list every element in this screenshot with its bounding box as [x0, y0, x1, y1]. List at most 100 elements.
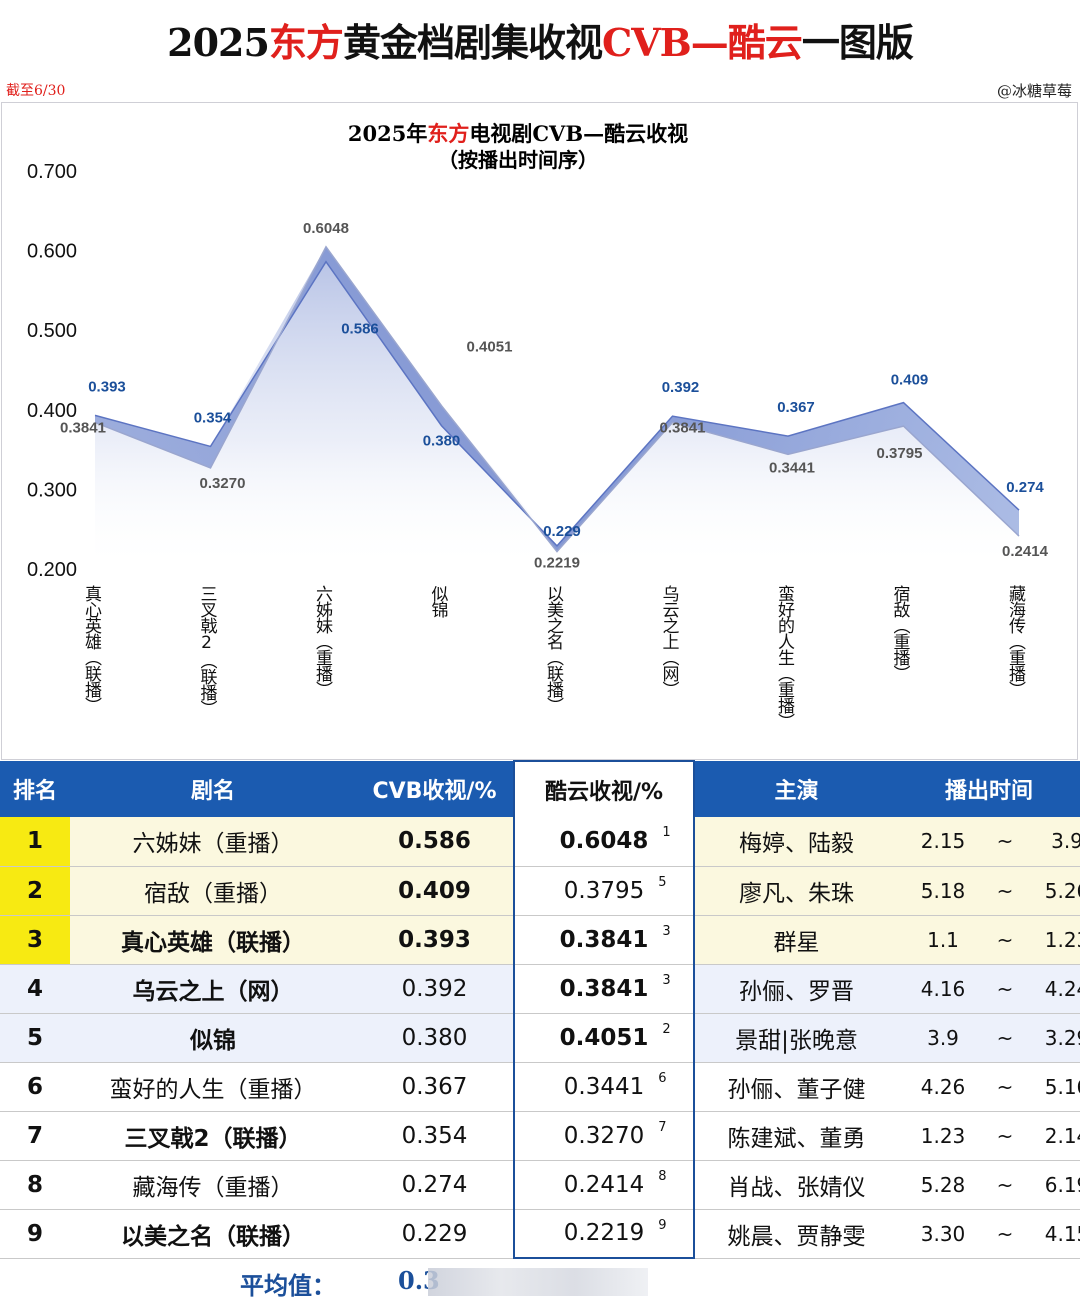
kuyun-data-label: 0.2414: [1002, 543, 1049, 560]
kuyun-rating-cell: 0.3441 6: [513, 1062, 695, 1112]
blurred-overlay: [428, 1268, 648, 1296]
y-tick-label: 0.600: [27, 241, 77, 263]
area-fill: [95, 246, 1019, 571]
kuyun-value: 0.2414: [563, 1171, 645, 1198]
table-row: 2宿敌（重播）0.409 0.3795 5 廖凡、朱珠 5.18 ~5.26: [0, 866, 1080, 916]
kuyun-rating-cell: 0.6048 1: [513, 817, 695, 867]
air-separator: ~: [996, 1025, 1014, 1050]
drama-name-cell: 以美之名（联播）: [70, 1209, 356, 1259]
table-header-row: 排名 剧名 CVB收视/% 酷云收视/% 主演 播出时间: [0, 760, 1080, 817]
y-tick-label: 0.200: [27, 559, 77, 581]
drama-name-cell: 宿敌（重播）: [70, 866, 356, 916]
as-of-date: 截至6/30: [6, 83, 66, 99]
cvb-rating-cell: 0.274: [356, 1160, 514, 1210]
air-end: 1.23: [1044, 927, 1080, 952]
cvb-data-label: 0.409: [891, 372, 929, 389]
air-end: 5.26: [1044, 878, 1080, 903]
actors-cell: 群星: [693, 915, 898, 965]
cvb-rating-cell: 0.586: [356, 817, 514, 867]
header-rank: 排名: [0, 761, 70, 817]
air-start: 3.9: [927, 1025, 959, 1050]
drama-name-cell: 藏海传（重播）: [70, 1160, 356, 1210]
air-separator: ~: [996, 1123, 1014, 1148]
category-label: 乌云之上（网）: [659, 585, 680, 697]
title-highlight: CVB—酷云: [601, 20, 803, 65]
airtime-cell: 5.28 ~6.19: [898, 1160, 1080, 1210]
actors-cell: 廖凡、朱珠: [693, 866, 898, 916]
rank-cell: 6: [0, 1062, 70, 1112]
air-start: 3.30: [920, 1221, 966, 1246]
cvb-series-line: [94, 260, 1020, 548]
kuyun-value: 0.3795: [563, 877, 645, 904]
cvb-data-label: 0.586: [341, 321, 379, 338]
kuyun-value: 0.4051: [559, 1024, 649, 1051]
air-end: 4.24: [1044, 976, 1080, 1001]
air-end: 2.14: [1044, 1123, 1080, 1148]
air-separator: ~: [996, 927, 1014, 952]
airtime-cell: 4.16 ~4.24: [898, 964, 1080, 1014]
air-start: 4.16: [920, 976, 966, 1001]
air-start: 1.1: [927, 927, 959, 952]
cvb-data-label: 0.274: [1006, 479, 1044, 496]
drama-name-cell: 三叉戟2（联播）: [70, 1111, 356, 1161]
kuyun-value: 0.3841: [559, 926, 649, 953]
actors-cell: 肖战、张婧仪: [693, 1160, 898, 1210]
airtime-cell: 3.9 ~3.29: [898, 1013, 1080, 1063]
actors-cell: 陈建斌、董勇: [693, 1111, 898, 1161]
chart-canvas: 2025年东方电视剧CVB—酷云收视 （按播出时间序） 0.700 0.600 0.…: [27, 121, 1049, 729]
kuyun-rank: 2: [662, 1021, 671, 1037]
kuyun-value: 0.3841: [559, 975, 649, 1002]
actors-cell: 景甜|张晚意: [693, 1013, 898, 1063]
kuyun-rank: 8: [658, 1168, 667, 1184]
rank-cell: 9: [0, 1209, 70, 1259]
cvb-rating-cell: 0.409: [356, 866, 514, 916]
actors-cell: 孙俪、董子健: [693, 1062, 898, 1112]
drama-name-cell: 蛮好的人生（重播）: [70, 1062, 356, 1112]
actors-cell: 姚晨、贾静雯: [693, 1209, 898, 1259]
category-label: 以美之名（联播）: [543, 585, 564, 713]
category-label: 宿敌（重播）: [890, 585, 911, 681]
kuyun-rating-cell: 0.3270 7: [513, 1111, 695, 1161]
category-label: 真心英雄（联播）: [81, 585, 102, 713]
drama-name-cell: 六姊妹（重播）: [70, 817, 356, 867]
rank-cell: 7: [0, 1111, 70, 1161]
air-end: 6.19: [1044, 1172, 1080, 1197]
kuyun-rank: 6: [658, 1070, 667, 1086]
rank-cell: 8: [0, 1160, 70, 1210]
chart-subtitle: （按播出时间序）: [438, 148, 598, 172]
air-separator: ~: [996, 829, 1014, 854]
ratings-chart: 2025年东方电视剧CVB—酷云收视 （按播出时间序） 0.700 0.600 0.…: [1, 102, 1078, 760]
title-part: 黄金档剧集收视: [342, 20, 603, 65]
air-separator: ~: [996, 1074, 1014, 1099]
cvb-rating-cell: 0.367: [356, 1062, 514, 1112]
airtime-cell: 1.23 ~2.14: [898, 1111, 1080, 1161]
airtime-cell: 2.15 ~3.9: [898, 817, 1080, 867]
cvb-data-label: 0.229: [543, 523, 581, 540]
drama-name-cell: 似锦: [70, 1013, 356, 1063]
actors-cell: 孙俪、罗晋: [693, 964, 898, 1014]
cvb-rating-cell: 0.392: [356, 964, 514, 1014]
airtime-cell: 1.1 ~1.23: [898, 915, 1080, 965]
air-separator: ~: [996, 1172, 1014, 1197]
actors-cell: 梅婷、陆毅: [693, 817, 898, 867]
kuyun-value: 0.6048: [559, 828, 649, 855]
airtime-cell: 4.26 ~5.16: [898, 1062, 1080, 1112]
cvb-data-label: 0.367: [777, 399, 815, 416]
air-start: 1.23: [920, 1123, 966, 1148]
drama-name-cell: 真心英雄（联播）: [70, 915, 356, 965]
kuyun-data-label: 0.3441: [769, 459, 815, 476]
cvb-data-label: 0.392: [662, 379, 700, 396]
kuyun-data-label: 0.4051: [467, 339, 513, 356]
y-tick-label: 0.400: [27, 400, 77, 422]
air-start: 2.15: [920, 829, 966, 854]
kuyun-rank: 3: [662, 972, 671, 988]
kuyun-rating-cell: 0.3795 5: [513, 866, 695, 916]
title-part: 一图版: [801, 20, 914, 65]
kuyun-value: 0.2219: [563, 1220, 645, 1247]
category-label: 蛮好的人生（重播）: [774, 585, 795, 729]
